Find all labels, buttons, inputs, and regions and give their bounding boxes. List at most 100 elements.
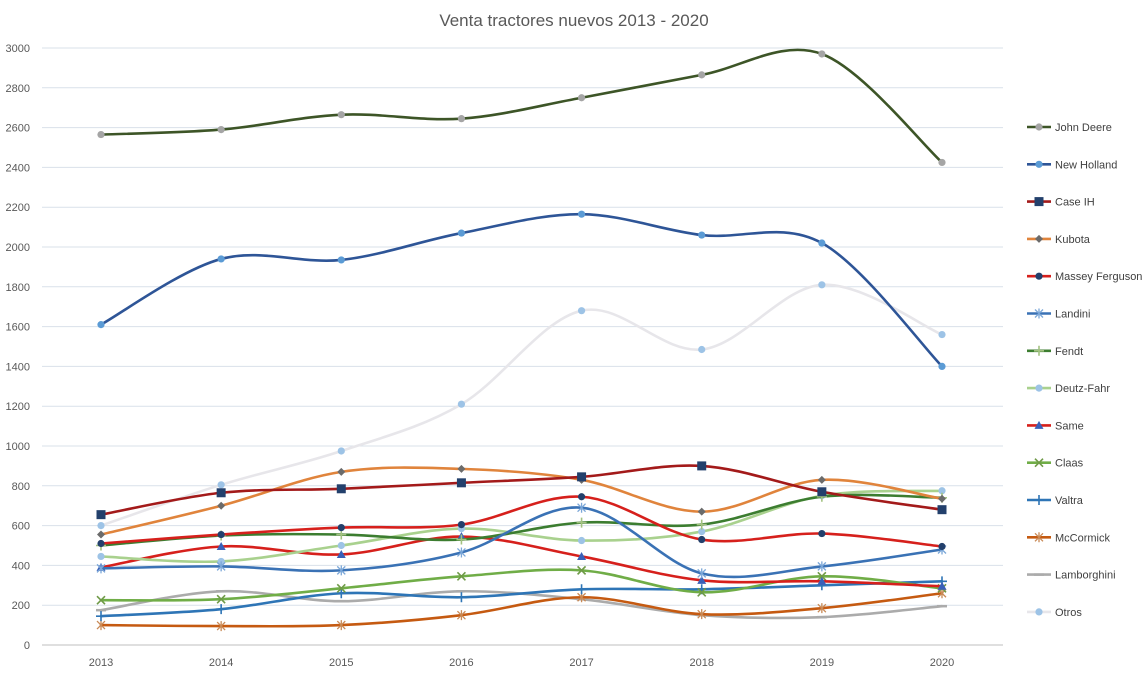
data-point-massey-ferguson	[577, 493, 586, 501]
legend-label: Otros	[1055, 607, 1082, 619]
legend-item-claas: Claas	[1027, 458, 1084, 470]
data-point-case-ih	[577, 472, 587, 482]
series-claas	[96, 565, 947, 605]
data-point-case-ih	[216, 488, 226, 498]
legend-marker	[1035, 608, 1043, 616]
data-point-otros	[938, 330, 946, 339]
y-tick-label: 1800	[6, 282, 30, 294]
data-point-same	[937, 581, 947, 590]
series-new-holland	[97, 210, 946, 370]
legend-item-lamborghini: Lamborghini	[1027, 570, 1116, 582]
legend-item-deutz-fahr: Deutz-Fahr	[1027, 383, 1110, 395]
legend-item-john-deere: John Deere	[1027, 122, 1112, 134]
y-tick-label: 2200	[6, 202, 30, 214]
data-point-john-deere	[938, 158, 946, 167]
legend-marker	[1034, 458, 1044, 468]
legend-item-kubota: Kubota	[1027, 234, 1091, 246]
data-point-otros	[217, 481, 225, 489]
data-point-deutz-fahr	[577, 536, 586, 545]
data-point-otros	[698, 345, 706, 354]
legend-marker	[1034, 420, 1044, 429]
data-point-case-ih	[336, 484, 346, 494]
x-tick-label: 2016	[449, 657, 473, 669]
data-point-claas	[456, 571, 466, 581]
data-point-valtra	[456, 592, 467, 603]
data-point-same	[216, 541, 226, 550]
series-same	[96, 532, 947, 590]
data-point-new-holland	[97, 321, 105, 329]
series-line-otros	[99, 283, 944, 527]
legend-label: John Deere	[1055, 122, 1112, 134]
data-point-new-holland	[577, 210, 586, 218]
data-point-claas	[817, 571, 827, 581]
data-point-kubota	[97, 530, 105, 539]
series-line-same	[99, 535, 944, 588]
legend-label: Deutz-Fahr	[1055, 383, 1110, 395]
legend-label: Same	[1055, 420, 1084, 432]
data-point-john-deere	[337, 111, 345, 119]
data-point-new-holland	[818, 239, 826, 247]
series-line-new-holland	[99, 212, 944, 368]
data-point-massey-ferguson	[698, 535, 706, 544]
legend-marker	[1035, 272, 1043, 280]
data-point-fendt	[336, 529, 347, 540]
data-point-case-ih	[937, 505, 947, 515]
legend-item-new-holland: New Holland	[1027, 159, 1117, 171]
data-point-mccormick	[456, 610, 466, 621]
legend-label: McCormick	[1055, 532, 1110, 544]
data-point-claas	[697, 587, 707, 597]
data-point-massey-ferguson	[337, 523, 345, 532]
series-line-mccormick	[99, 591, 944, 628]
series-landini	[96, 502, 947, 579]
data-point-same	[577, 551, 587, 560]
y-tick-label: 2600	[6, 123, 30, 135]
legend-marker	[1034, 345, 1044, 356]
y-tick-label: 800	[12, 481, 30, 493]
data-point-new-holland	[698, 231, 706, 239]
series-john-deere	[97, 48, 946, 167]
series-line-massey-ferguson	[99, 495, 944, 548]
legend-marker	[1034, 532, 1044, 543]
data-point-landini	[216, 561, 226, 572]
legend-item-valtra: Valtra	[1027, 495, 1084, 507]
gridlines	[42, 47, 1003, 606]
legend-marker	[1035, 160, 1043, 168]
data-point-fendt	[576, 517, 587, 528]
data-point-kubota	[817, 475, 826, 484]
y-tick-label: 1600	[6, 322, 30, 334]
axes: 0 200 400 600 800 1000 1200 1400 1600 1800 2000 220…	[6, 43, 1003, 669]
data-point-landini	[456, 547, 466, 558]
data-point-otros	[577, 307, 586, 315]
legend: John Deere New Holland Case IH Kubota Massey…	[1027, 122, 1142, 619]
data-point-otros	[337, 447, 345, 455]
legend-label: Claas	[1055, 458, 1084, 470]
data-point-fendt	[696, 519, 707, 530]
legend-label: Kubota	[1055, 234, 1091, 246]
legend-marker	[1034, 308, 1044, 319]
data-point-john-deere	[457, 115, 466, 123]
data-point-new-holland	[457, 229, 466, 237]
legend-item-massey-ferguson: Massey Ferguson	[1027, 271, 1142, 283]
data-point-new-holland	[938, 362, 946, 370]
series-valtra	[96, 576, 947, 622]
data-point-kubota	[697, 507, 706, 516]
series-line-valtra	[99, 580, 944, 618]
data-point-case-ih	[817, 487, 827, 497]
y-tick-label: 2400	[6, 162, 30, 174]
legend-label: Lamborghini	[1055, 570, 1116, 582]
data-point-kubota	[337, 467, 346, 476]
data-point-fendt	[456, 534, 467, 545]
legend-marker	[1034, 495, 1044, 505]
legend-item-same: Same	[1027, 420, 1084, 432]
series-line-fendt	[99, 493, 944, 547]
data-point-kubota	[457, 464, 466, 473]
x-tick-label: 2018	[689, 657, 713, 669]
data-point-mccormick	[817, 603, 827, 614]
legend-item-landini: Landini	[1027, 308, 1090, 321]
series-line-lamborghini	[99, 589, 944, 620]
data-point-claas	[216, 594, 226, 604]
legend-marker	[1034, 197, 1044, 207]
data-point-mccormick	[216, 621, 226, 632]
data-point-massey-ferguson	[938, 542, 946, 551]
data-point-mccormick	[336, 620, 346, 631]
